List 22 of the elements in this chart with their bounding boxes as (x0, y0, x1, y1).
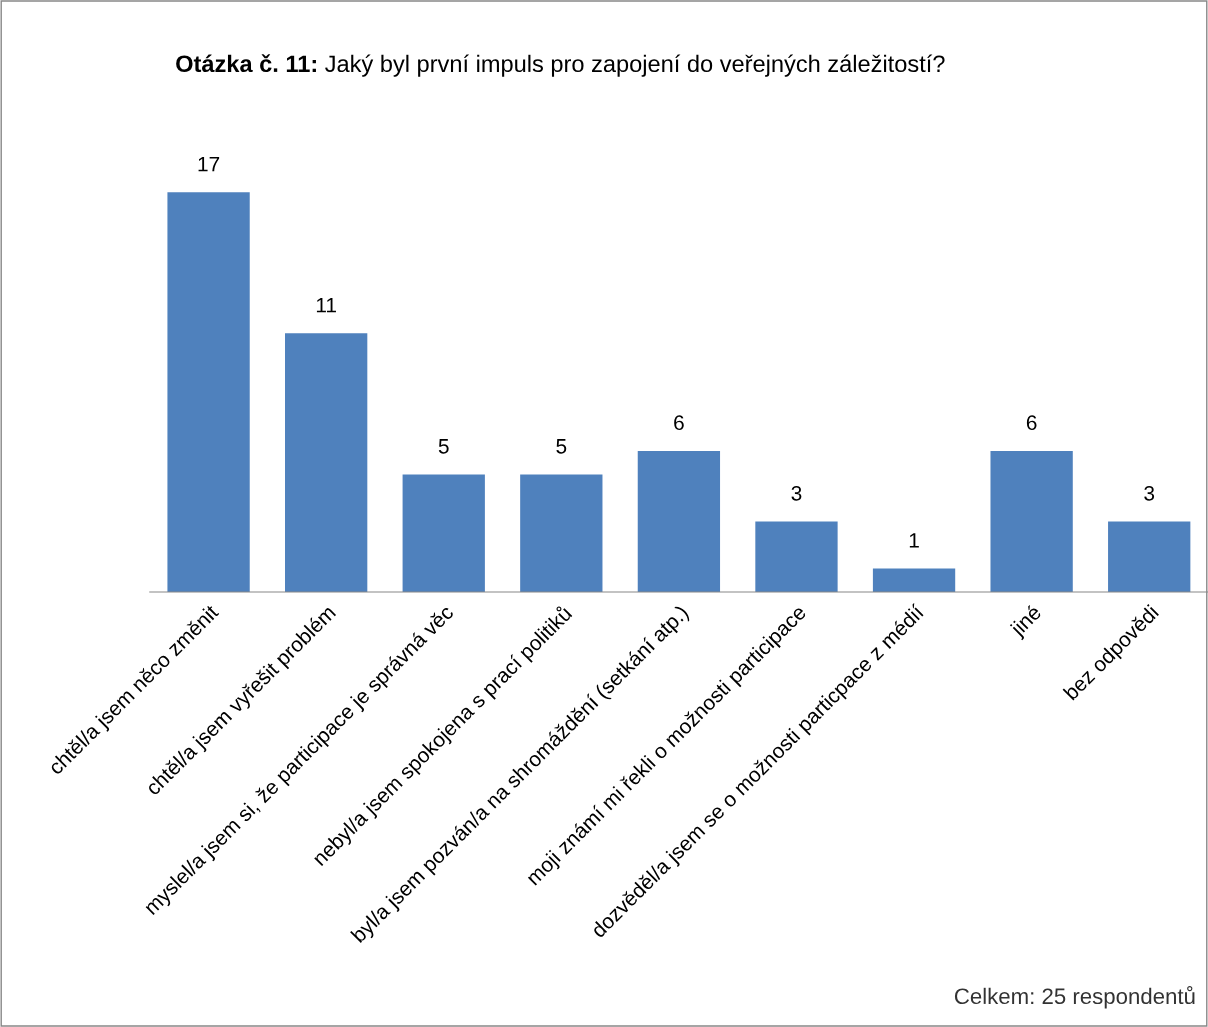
data-label: 17 (198, 156, 220, 172)
x-tick-label: jiné (1008, 603, 1045, 641)
data-label: 5 (438, 439, 449, 454)
data-label: 3 (1144, 485, 1155, 501)
bar (755, 521, 838, 592)
data-label: 11 (316, 298, 336, 313)
chart-title: Otázka č. 11: (176, 54, 316, 73)
bar (402, 474, 485, 592)
bar (167, 192, 250, 592)
bar (285, 333, 368, 592)
data-label: 1 (909, 533, 919, 548)
bar (990, 450, 1073, 592)
bar (1108, 521, 1191, 592)
data-label: 5 (556, 439, 567, 454)
data-label: 6 (1026, 415, 1037, 431)
chart-subtitle: Jaký byl první impuls pro zapojení do veřejných záležitostí? (325, 54, 945, 77)
bar (520, 474, 603, 592)
bar (637, 450, 721, 592)
data-label: 3 (791, 485, 802, 501)
data-label: 6 (674, 415, 684, 431)
bar (872, 568, 956, 592)
text: Celkem: 25 respondentů (954, 985, 1195, 1009)
